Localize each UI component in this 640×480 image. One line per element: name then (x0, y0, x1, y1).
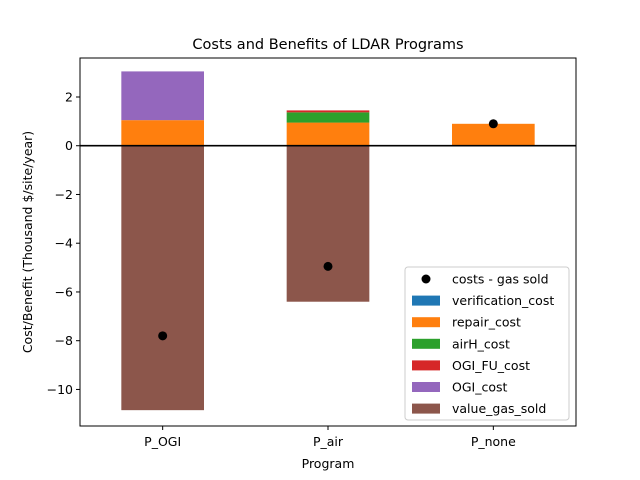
bar-value_gas_sold-P_OGI (121, 145, 204, 411)
y-tick-label: 2 (65, 89, 73, 104)
legend-label-airH_cost: airH_cost (452, 336, 510, 351)
y-tick-label: 0 (65, 138, 73, 153)
bar-repair_cost-P_OGI (121, 120, 204, 146)
legend-swatch-value_gas_sold (412, 403, 440, 414)
bar-airH_cost-P_air (286, 112, 370, 123)
y-axis: −10 −8 −6 −4 −2 0 2 (47, 89, 80, 397)
bar-OGI_cost-P_OGI (121, 71, 204, 121)
y-tick-label: −8 (55, 333, 73, 348)
bar-repair_cost-P_none (452, 123, 535, 146)
x-tick-label: P_none (471, 434, 516, 449)
y-tick-label: −4 (55, 236, 73, 251)
net-point-P_air (323, 261, 333, 271)
x-axis: P_OGI P_air P_none (144, 426, 516, 449)
bars-layer (121, 71, 535, 411)
legend: costs - gas sold verification_cost repair_… (404, 266, 570, 421)
x-axis-label: Program (302, 456, 355, 471)
legend-swatch-airH_cost (412, 338, 440, 349)
net-point-P_OGI (158, 331, 168, 341)
bar-value_gas_sold-P_air (286, 145, 370, 302)
y-tick-label: −6 (55, 284, 73, 299)
legend-swatch-OGI_cost (412, 382, 440, 392)
bar-OGI_FU_cost-P_air (286, 110, 370, 113)
x-tick-label: P_air (313, 434, 344, 449)
legend-label-verification_cost: verification_cost (452, 293, 554, 308)
y-tick-label: −2 (55, 187, 73, 202)
x-tick-label: P_OGI (144, 434, 181, 449)
legend-label-costs - gas sold: costs - gas sold (452, 272, 549, 287)
legend-label-OGI_cost: OGI_cost (452, 380, 507, 395)
chart-title: Costs and Benefits of LDAR Programs (192, 37, 463, 53)
net-point-P_none (488, 119, 498, 129)
legend-frame (404, 266, 570, 421)
bar-repair_cost-P_air (286, 122, 370, 146)
y-axis-label: Cost/Benefit (Thousand $/site/year) (20, 131, 35, 353)
legend-swatch-verification_cost (412, 295, 440, 306)
y-tick-label: −10 (47, 382, 73, 397)
legend-label-repair_cost: repair_cost (452, 315, 521, 330)
legend-swatch-repair_cost (412, 317, 440, 328)
legend-marker-costs - gas sold (421, 274, 431, 284)
legend-label-value_gas_sold: value_gas_sold (452, 401, 546, 416)
legend-label-OGI_FU_cost: OGI_FU_cost (452, 358, 530, 373)
points-layer (158, 119, 498, 341)
legend-swatch-OGI_FU_cost (412, 360, 440, 371)
